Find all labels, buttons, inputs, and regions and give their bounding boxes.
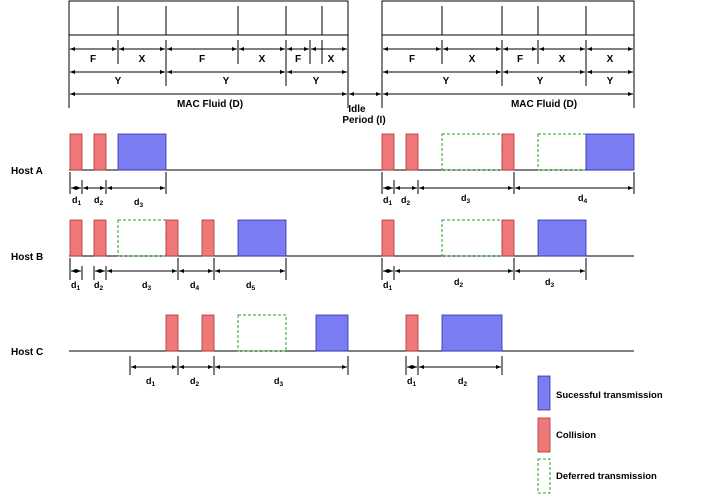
- interval-label: d2: [458, 376, 468, 388]
- success-block: [537, 219, 587, 257]
- collision-block: [93, 133, 107, 171]
- interval-label: d1: [383, 195, 393, 207]
- deferred-block: [441, 219, 503, 257]
- collision-block: [405, 133, 419, 171]
- interval-label: d2: [401, 195, 411, 207]
- legend-success-label: Sucessful transmission: [556, 390, 663, 401]
- label-f: F: [409, 54, 415, 65]
- label-f: F: [199, 54, 205, 65]
- label-idle: Idle: [348, 104, 366, 115]
- label-x: X: [607, 54, 614, 65]
- y-row-left: Y Y Y: [70, 70, 347, 87]
- deferred-block: [237, 314, 287, 352]
- success-block: [237, 219, 287, 257]
- label-f: F: [517, 54, 523, 65]
- collision-block: [69, 219, 83, 257]
- collision-block: [165, 219, 179, 257]
- host-c-label: Host C: [11, 347, 43, 358]
- interval-label: d1: [383, 280, 393, 292]
- interval-label: d3: [461, 193, 471, 205]
- host-b-row: Host B d1 d2 d3 d4 d5 d: [11, 219, 634, 292]
- host-a-row: Host A d1 d2 d3 d1 d2 d3 d4: [11, 133, 635, 209]
- host-c-row: Host C d1 d2 d3 d1 d2: [11, 314, 634, 388]
- label-y: Y: [115, 76, 122, 87]
- host-a-label: Host A: [11, 166, 43, 177]
- interval-label: d1: [71, 280, 81, 292]
- label-y: Y: [443, 76, 450, 87]
- interval-label: d1: [407, 376, 417, 388]
- interval-label: d3: [274, 376, 284, 388]
- label-x: X: [259, 54, 266, 65]
- success-block: [315, 314, 349, 352]
- interval-label: d1: [72, 195, 82, 207]
- interval-label: d3: [545, 277, 555, 289]
- collision-block: [69, 133, 83, 171]
- interval-label: d4: [190, 280, 200, 292]
- collision-block: [93, 219, 107, 257]
- legend: Sucessful transmission Collision Deferre…: [537, 375, 663, 494]
- label-f: F: [295, 54, 301, 65]
- interval-label: d3: [134, 197, 144, 209]
- legend-deferred-swatch: [537, 458, 551, 494]
- idle-period: Idle Period (I): [342, 92, 386, 126]
- label-y: Y: [223, 76, 230, 87]
- label-mac-fluid: MAC Fluid (D): [177, 99, 243, 110]
- label-x: X: [328, 54, 335, 65]
- interval-label: d4: [578, 193, 588, 205]
- collision-block: [501, 219, 515, 257]
- deferred-block: [441, 133, 503, 171]
- label-mac-fluid: MAC Fluid (D): [511, 99, 577, 110]
- top-left-frame: [68, 0, 349, 36]
- label-x: X: [469, 54, 476, 65]
- legend-deferred-label: Deferred transmission: [556, 471, 657, 482]
- interval-label: d2: [454, 277, 464, 289]
- interval-label: d2: [94, 195, 104, 207]
- y-row-right: Y Y Y: [383, 70, 633, 87]
- collision-block: [501, 133, 515, 171]
- top-right-frame: [381, 0, 635, 36]
- success-block: [441, 314, 503, 352]
- collision-block: [381, 219, 395, 257]
- host-b-label: Host B: [11, 252, 43, 263]
- interval-label: d5: [246, 280, 256, 292]
- collision-block: [405, 314, 419, 352]
- interval-label: d3: [142, 280, 152, 292]
- label-x: X: [139, 54, 146, 65]
- interval-label: d2: [94, 280, 104, 292]
- collision-block: [381, 133, 395, 171]
- label-idle-period: Period (I): [342, 115, 385, 126]
- collision-block: [201, 219, 215, 257]
- top-guides: [68, 35, 635, 108]
- mac-row-left: MAC Fluid (D): [70, 92, 347, 110]
- legend-collision-label: Collision: [556, 430, 596, 441]
- label-y: Y: [313, 76, 320, 87]
- deferred-block: [537, 133, 587, 171]
- label-y: Y: [607, 76, 614, 87]
- success-block: [117, 133, 167, 171]
- interval-label: d2: [190, 376, 200, 388]
- success-block: [585, 133, 635, 171]
- fx-row-right: F X F X X: [383, 47, 633, 65]
- fx-row-left: F X F X F X: [70, 47, 347, 65]
- deferred-block: [117, 219, 167, 257]
- collision-block: [201, 314, 215, 352]
- interval-label: d1: [146, 376, 156, 388]
- label-f: F: [90, 54, 96, 65]
- legend-success-swatch: [537, 375, 551, 411]
- label-x: X: [559, 54, 566, 65]
- label-y: Y: [537, 76, 544, 87]
- legend-collision-swatch: [537, 417, 551, 453]
- collision-block: [165, 314, 179, 352]
- mac-row-right: MAC Fluid (D): [383, 92, 633, 110]
